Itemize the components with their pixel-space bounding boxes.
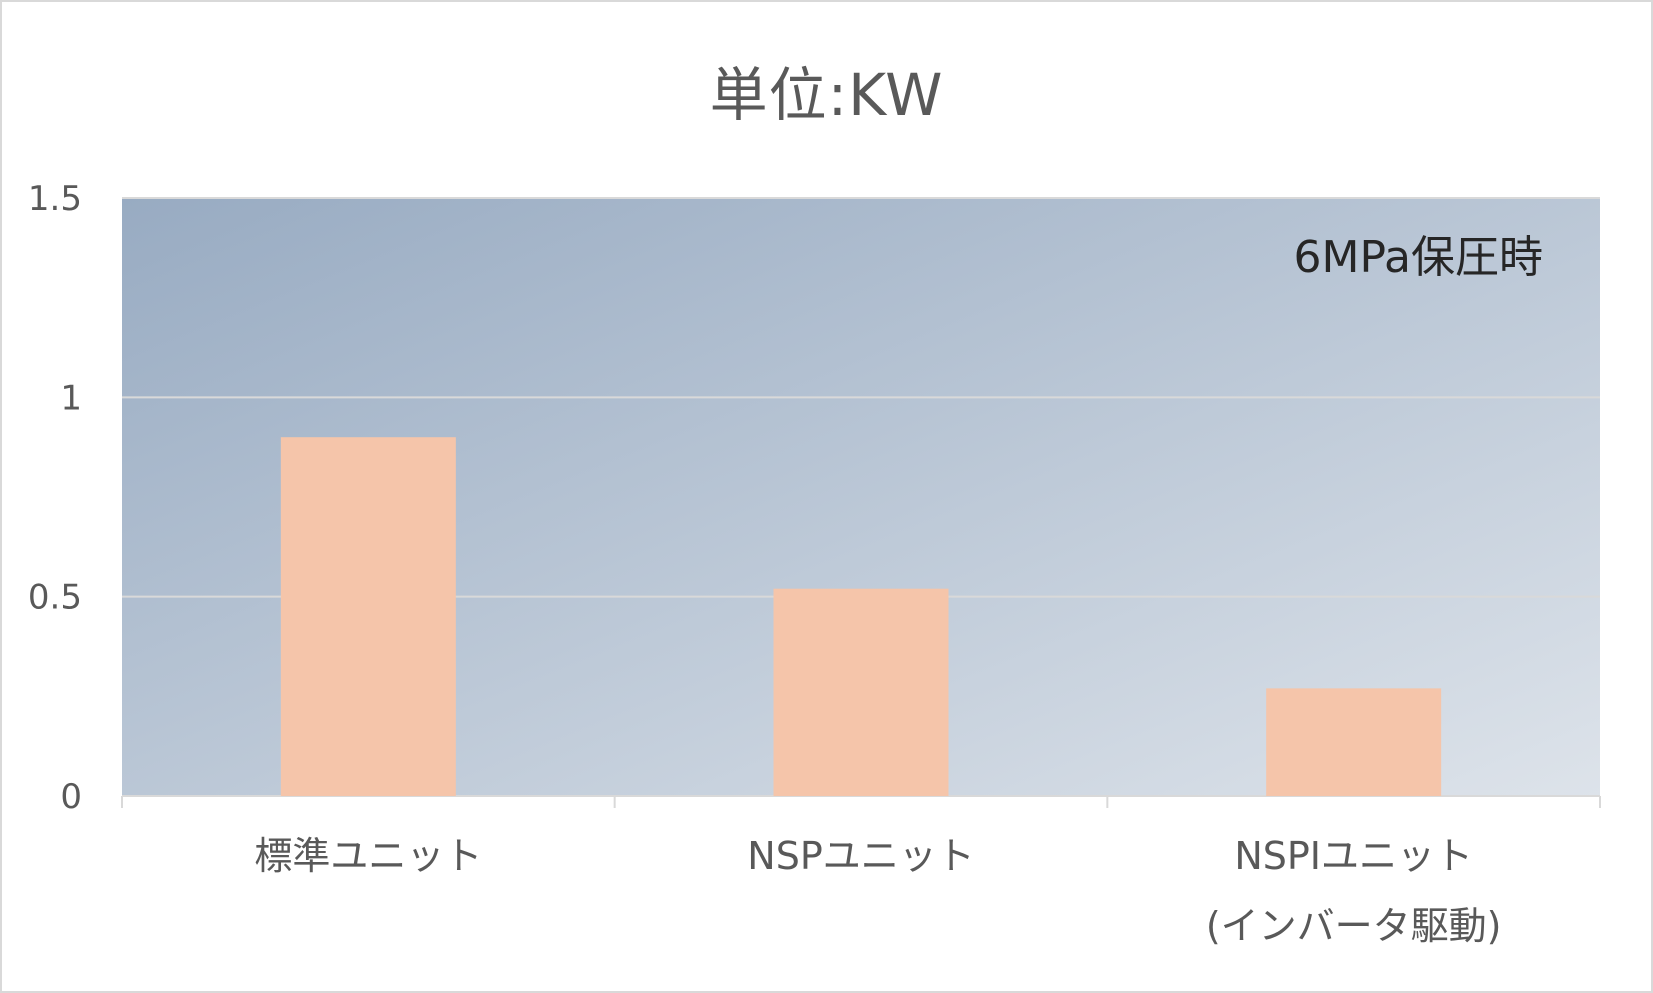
chart-title: 単位:KW xyxy=(709,61,944,129)
y-tick-label: 0 xyxy=(60,777,82,817)
y-tick-label: 0.5 xyxy=(28,578,82,618)
x-tick-label: NSPユニット xyxy=(747,834,974,878)
y-tick-label: 1 xyxy=(60,378,82,418)
x-tick-label: (インバータ駆動) xyxy=(1206,904,1502,948)
bar-2 xyxy=(773,588,949,796)
chart-annotation: 6MPa保圧時 xyxy=(1294,232,1543,283)
x-tick-label: 標準ユニット xyxy=(254,834,482,878)
bar-1 xyxy=(280,437,456,796)
bar-3 xyxy=(1266,688,1442,796)
y-tick-label: 1.5 xyxy=(28,179,82,219)
x-tick-label: NSPIユニット xyxy=(1234,834,1473,878)
